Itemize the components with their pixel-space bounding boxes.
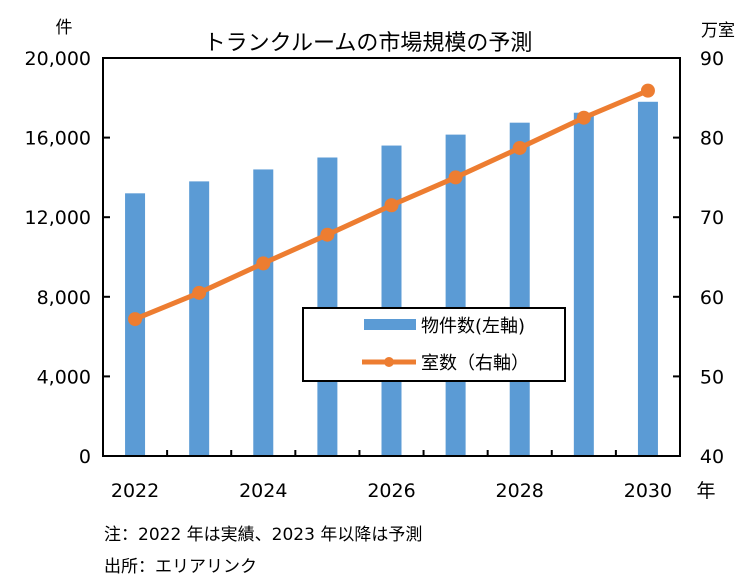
right-axis-ticks: 40 50 60 70 80 90 — [673, 48, 724, 468]
x-tick-label: 2030 — [624, 480, 672, 502]
left-axis-unit: 件 — [56, 18, 73, 38]
bar-2023 — [189, 181, 210, 456]
line-point-2029 — [576, 110, 591, 125]
right-tick-label: 60 — [700, 287, 724, 309]
plot-frame — [102, 57, 681, 457]
line-point-2024 — [256, 256, 271, 271]
left-tick-label: 16,000 — [25, 128, 91, 150]
legend: 物件数(左軸) 室数（右軸） — [302, 307, 566, 382]
left-axis-ticks: 0 4,000 8,000 12,000 16,000 20,000 — [25, 48, 110, 468]
right-tick-label: 50 — [700, 366, 724, 388]
left-tick-label: 0 — [79, 446, 91, 468]
legend-line-marker — [384, 357, 394, 367]
x-tick-label: 2022 — [111, 480, 159, 502]
legend-line-label: 室数（右軸） — [421, 353, 529, 374]
bar-2025 — [317, 157, 338, 456]
right-tick-label: 70 — [700, 207, 724, 229]
legend-box — [302, 307, 566, 382]
x-axis-ticks: 2022 2024 2026 2028 2030 — [111, 450, 672, 502]
x-tick-label: 2028 — [496, 480, 544, 502]
line-point-2027 — [448, 170, 463, 185]
line-point-2025 — [320, 227, 335, 242]
left-tick-label: 20,000 — [25, 48, 91, 70]
right-tick-label: 80 — [700, 128, 724, 150]
left-tick-label: 4,000 — [37, 366, 91, 388]
x-tick-label: 2024 — [239, 480, 287, 502]
bar-2030 — [637, 101, 658, 456]
left-tick-label: 8,000 — [37, 287, 91, 309]
line-series — [128, 83, 655, 327]
legend-bar-label: 物件数(左軸) — [421, 316, 525, 337]
chart-note: 注：2022 年は実績、2023 年以降は予測 — [104, 525, 423, 545]
x-axis-unit: 年 — [696, 480, 715, 502]
right-tick-label: 40 — [700, 446, 724, 468]
bar-2024 — [253, 169, 274, 456]
bar-series — [125, 101, 658, 457]
line-point-2030 — [640, 83, 655, 98]
right-axis-unit: 万室 — [701, 21, 735, 41]
axes — [102, 57, 681, 457]
line-point-2022 — [128, 312, 143, 327]
chart-title: トランクルームの市場規模の予測 — [204, 31, 533, 56]
bar-2026 — [381, 145, 402, 456]
bar-2029 — [573, 112, 594, 456]
right-tick-label: 90 — [700, 48, 724, 70]
chart-source: 出所：エリアリンク — [104, 557, 257, 577]
bar-2028 — [509, 122, 530, 457]
line-point-2026 — [384, 198, 399, 213]
line-point-2023 — [192, 285, 207, 300]
x-tick-label: 2026 — [367, 480, 415, 502]
line-point-2028 — [512, 140, 527, 155]
left-tick-label: 12,000 — [25, 207, 91, 229]
legend-bar-swatch — [364, 319, 416, 330]
